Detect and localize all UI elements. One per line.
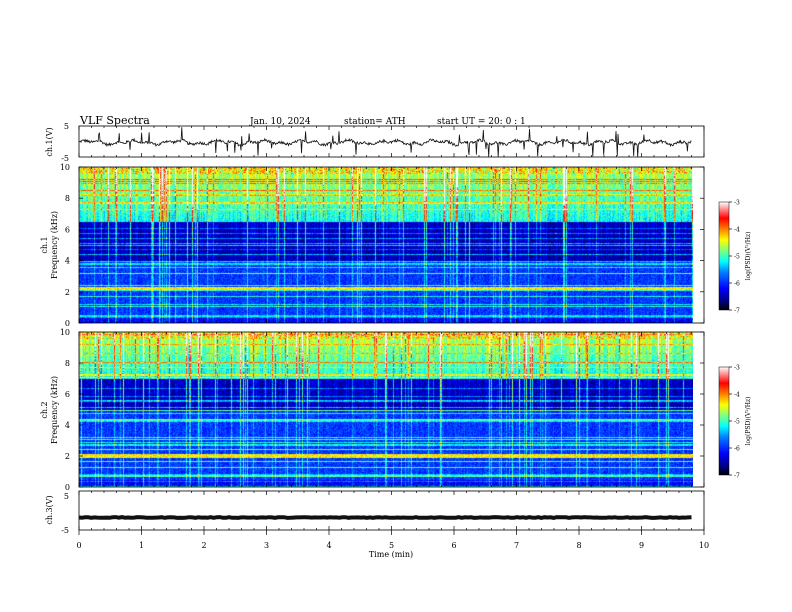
ch1-colorbar-label: log(PSD)(V²/Hz) bbox=[745, 232, 752, 281]
ch1-channel-label: ch.1 bbox=[40, 236, 49, 253]
ch3-ylabel: ch.3(V) bbox=[45, 495, 54, 524]
x-tick-label: 2 bbox=[201, 541, 206, 550]
ch1-colorbar bbox=[718, 201, 730, 311]
colorbar-tick-label: -7 bbox=[734, 308, 740, 315]
y-tick-label: 0 bbox=[65, 319, 70, 328]
start-ut-label: start UT = 20: 0 : 1 bbox=[437, 117, 526, 127]
colorbar-tick-label: -5 bbox=[734, 254, 740, 261]
x-tick-label: 10 bbox=[699, 541, 709, 550]
y-tick-label: 6 bbox=[65, 225, 70, 234]
ch2-colorbar-label: log(PSD)(V²/Hz) bbox=[745, 397, 752, 446]
x-tick-label: 5 bbox=[389, 541, 394, 550]
colorbar-tick-label: -4 bbox=[734, 227, 740, 234]
y-tick-label: 4 bbox=[65, 421, 70, 430]
y-tick-label: 6 bbox=[65, 390, 70, 399]
x-tick-label: 8 bbox=[576, 541, 581, 550]
ch1-ytick-bottom: -5 bbox=[61, 154, 69, 163]
colorbar-tick-label: -4 bbox=[734, 392, 740, 399]
ch1-spectrogram-heatmap bbox=[79, 167, 693, 323]
x-tick-label: 4 bbox=[326, 541, 331, 550]
ch1-waveform-panel: ch.1(V) 5 -5 bbox=[45, 122, 705, 163]
x-tick-label: 9 bbox=[639, 541, 644, 550]
x-tick-label: 0 bbox=[76, 541, 81, 550]
y-tick-label: 10 bbox=[60, 328, 70, 337]
x-tick-label: 7 bbox=[514, 541, 519, 550]
station-label: station= ATH bbox=[344, 117, 406, 127]
y-tick-label: 0 bbox=[65, 483, 70, 492]
ch1-freq-label: Frequency (kHz) bbox=[50, 211, 59, 279]
y-tick-label: 2 bbox=[65, 288, 70, 297]
ch2-spectrogram-heatmap bbox=[79, 332, 693, 487]
time-axis-label: Time (min) bbox=[369, 550, 413, 559]
ch1-ylabel: ch.1(V) bbox=[45, 127, 54, 156]
time-axis: 0 1 2 3 4 5 6 7 8 9 10 bbox=[76, 126, 709, 550]
colorbar-tick-label: -6 bbox=[734, 446, 740, 453]
ch1-ytick-top: 5 bbox=[64, 122, 69, 131]
colorbar-tick-label: -3 bbox=[734, 200, 740, 207]
x-tick-label: 3 bbox=[264, 541, 269, 550]
y-tick-label: 10 bbox=[60, 163, 70, 172]
ch2-freq-label: Frequency (kHz) bbox=[50, 376, 59, 444]
figure-title: VLF Spectra bbox=[79, 114, 150, 127]
y-tick-label: 4 bbox=[65, 257, 70, 266]
ch2-channel-label: ch.2 bbox=[40, 401, 49, 418]
ch3-ytick-bottom: -5 bbox=[61, 526, 69, 535]
y-tick-label: 2 bbox=[65, 452, 70, 461]
x-tick-label: 1 bbox=[139, 541, 144, 550]
y-tick-label: 8 bbox=[65, 194, 70, 203]
ch3-ytick-top: 5 bbox=[64, 492, 69, 501]
colorbar-tick-label: -6 bbox=[734, 281, 740, 288]
ch1-waveform-line bbox=[78, 127, 692, 158]
date-label: Jan. 10, 2024 bbox=[249, 117, 311, 127]
x-tick-label: 6 bbox=[451, 541, 456, 550]
colorbar-tick-label: -5 bbox=[734, 419, 740, 426]
ch3-waveform-line bbox=[78, 515, 692, 520]
colorbar-tick-label: -7 bbox=[734, 473, 740, 480]
ch2-colorbar bbox=[718, 366, 730, 476]
colorbar-tick-label: -3 bbox=[734, 365, 740, 372]
ch3-waveform-panel: ch.3(V) 5 -5 bbox=[45, 490, 705, 535]
y-tick-label: 8 bbox=[65, 359, 70, 368]
